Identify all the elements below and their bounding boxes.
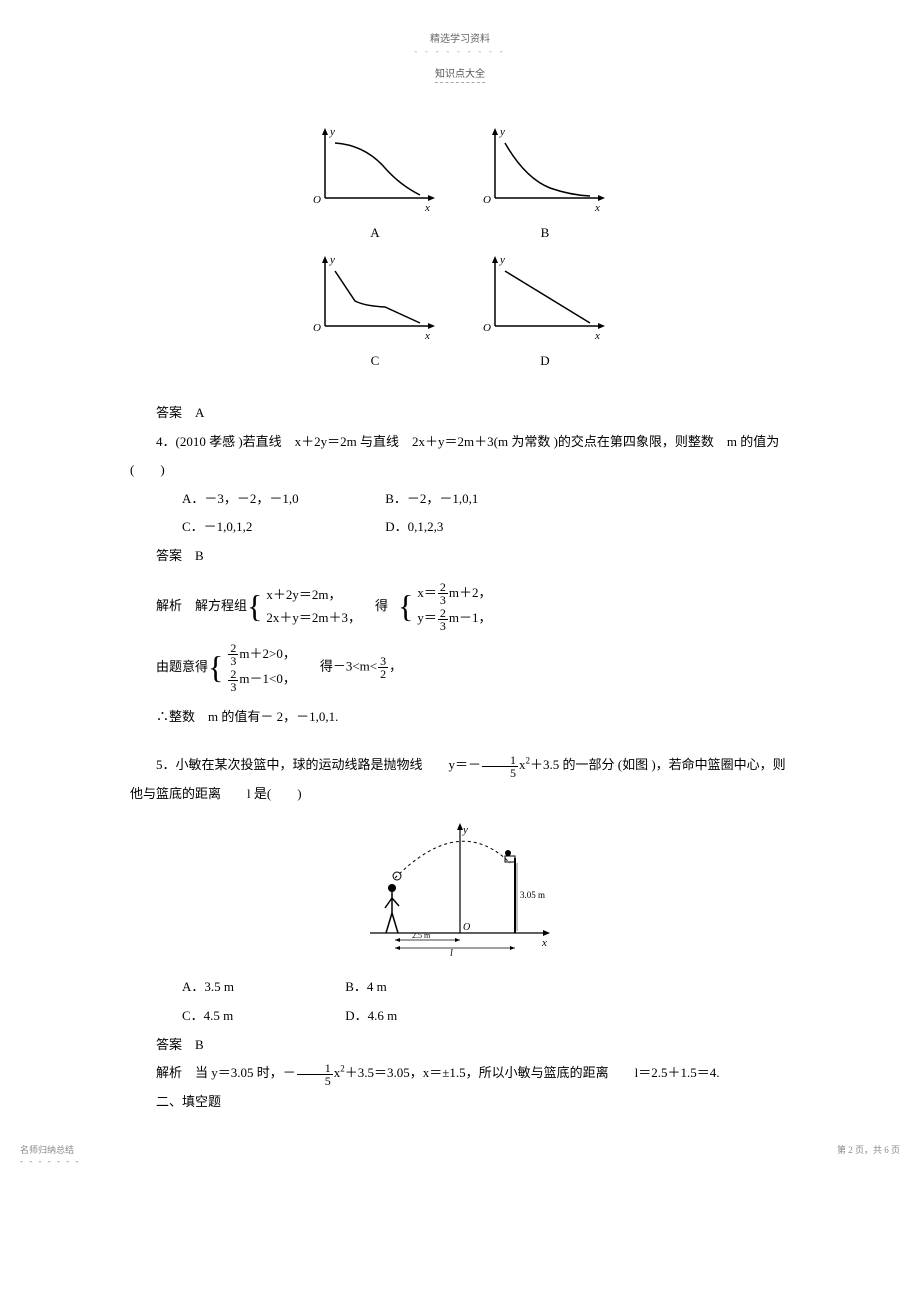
q4-condition: 由题意得 { 23m＋2>0， 23m－1<0， 得－3<m<32， bbox=[156, 642, 790, 693]
header-subtitle: 知识点大全 bbox=[435, 65, 485, 83]
y-axis-label: y bbox=[329, 126, 335, 138]
result-text: 得－3<m<32， bbox=[320, 655, 402, 680]
q5-option-c: C．4.5 m bbox=[156, 1002, 316, 1031]
svg-text:3.05 m: 3.05 m bbox=[520, 890, 545, 900]
svg-text:x: x bbox=[594, 330, 600, 341]
footer-left-dots: - - - - - - - bbox=[20, 1156, 80, 1166]
svg-text:y: y bbox=[329, 254, 335, 266]
q4-answer: 答案 B bbox=[130, 542, 790, 571]
q4-option-b: B．－2，－1,0,1 bbox=[359, 485, 559, 514]
sys1-row2: 2x＋y＝2m＋3， bbox=[266, 606, 361, 629]
header-top: 精选学习资料 bbox=[130, 30, 790, 45]
q3-answer: 答案 A bbox=[130, 399, 790, 428]
q5-option-a: A．3.5 m bbox=[156, 973, 316, 1002]
x-axis-label: x bbox=[424, 202, 430, 213]
svg-text:2.5 m: 2.5 m bbox=[412, 931, 431, 940]
condition-label: 由题意得 bbox=[156, 657, 208, 677]
q5-text: 5．小敏在某次投篮中，球的运动线路是抛物线 y＝－15x2＋3.5 的一部分 (… bbox=[130, 751, 790, 808]
section-2-title: 二、填空题 bbox=[130, 1088, 790, 1117]
svg-text:y: y bbox=[499, 254, 505, 266]
graph-a: O y x bbox=[310, 123, 440, 223]
svg-text:O: O bbox=[483, 194, 491, 206]
origin-label: O bbox=[313, 194, 321, 206]
q5-analysis: 解析 当 y＝3.05 时，－15x2＋3.5＝3.05，x＝±1.5，所以小敏… bbox=[130, 1059, 790, 1088]
graph-label-b: B bbox=[480, 225, 610, 241]
q5-answer: 答案 B bbox=[130, 1031, 790, 1060]
svg-text:O: O bbox=[463, 922, 470, 933]
q4-conclusion: ∴整数 m 的值有－ 2，－1,0,1. bbox=[130, 703, 790, 732]
svg-text:y: y bbox=[499, 126, 505, 138]
graph-label-d: D bbox=[480, 353, 610, 369]
footer-left: 名师归纳总结 bbox=[20, 1143, 80, 1156]
q4-option-c: C．－1,0,1,2 bbox=[156, 513, 356, 542]
q4-analysis-system: 解析 解方程组 { x＋2y＝2m， 2x＋y＝2m＋3， 得 { x＝23m＋… bbox=[156, 581, 790, 632]
get-label: 得 bbox=[375, 596, 388, 616]
q4-text: 4．(2010 孝感 )若直线 x＋2y＝2m 与直线 2x＋y＝2m＋3(m … bbox=[130, 428, 790, 485]
svg-text:l: l bbox=[450, 948, 453, 958]
basketball-diagram: y x O 3.05 m 2.5 m bbox=[130, 818, 790, 963]
svg-text:y: y bbox=[462, 824, 468, 836]
page-footer: 名师归纳总结 - - - - - - - 第 2 页，共 6 页 bbox=[0, 1143, 920, 1166]
graph-c: O y x bbox=[310, 251, 440, 351]
graph-label-a: A bbox=[310, 225, 440, 241]
sys1-row1: x＋2y＝2m， bbox=[266, 583, 361, 606]
graph-label-c: C bbox=[310, 353, 440, 369]
footer-right: 第 2 页，共 6 页 bbox=[837, 1143, 900, 1166]
cond-row1: 23m＋2>0， bbox=[227, 642, 295, 668]
svg-text:x: x bbox=[594, 202, 600, 213]
graph-b: O y x bbox=[480, 123, 610, 223]
graphs-grid: O y x A O y x bbox=[130, 123, 790, 369]
q4-option-a: A．－3，－2，－1,0 bbox=[156, 485, 356, 514]
q4-option-d: D．0,1,2,3 bbox=[359, 513, 559, 542]
svg-text:x: x bbox=[424, 330, 430, 341]
q5-option-d: D．4.6 m bbox=[319, 1002, 519, 1031]
sys2-row1: x＝23m＋2， bbox=[417, 581, 491, 607]
cond-row2: 23m－1<0， bbox=[227, 667, 295, 693]
svg-text:x: x bbox=[541, 937, 547, 949]
svg-text:O: O bbox=[313, 322, 321, 334]
analysis-label: 解析 解方程组 bbox=[156, 596, 247, 616]
header-dots: - - - - - - - - - bbox=[130, 47, 790, 56]
sys2-row2: y＝23m－1， bbox=[417, 606, 491, 632]
q5-option-b: B．4 m bbox=[319, 973, 519, 1002]
svg-text:O: O bbox=[483, 322, 491, 334]
graph-d: O y x bbox=[480, 251, 610, 351]
